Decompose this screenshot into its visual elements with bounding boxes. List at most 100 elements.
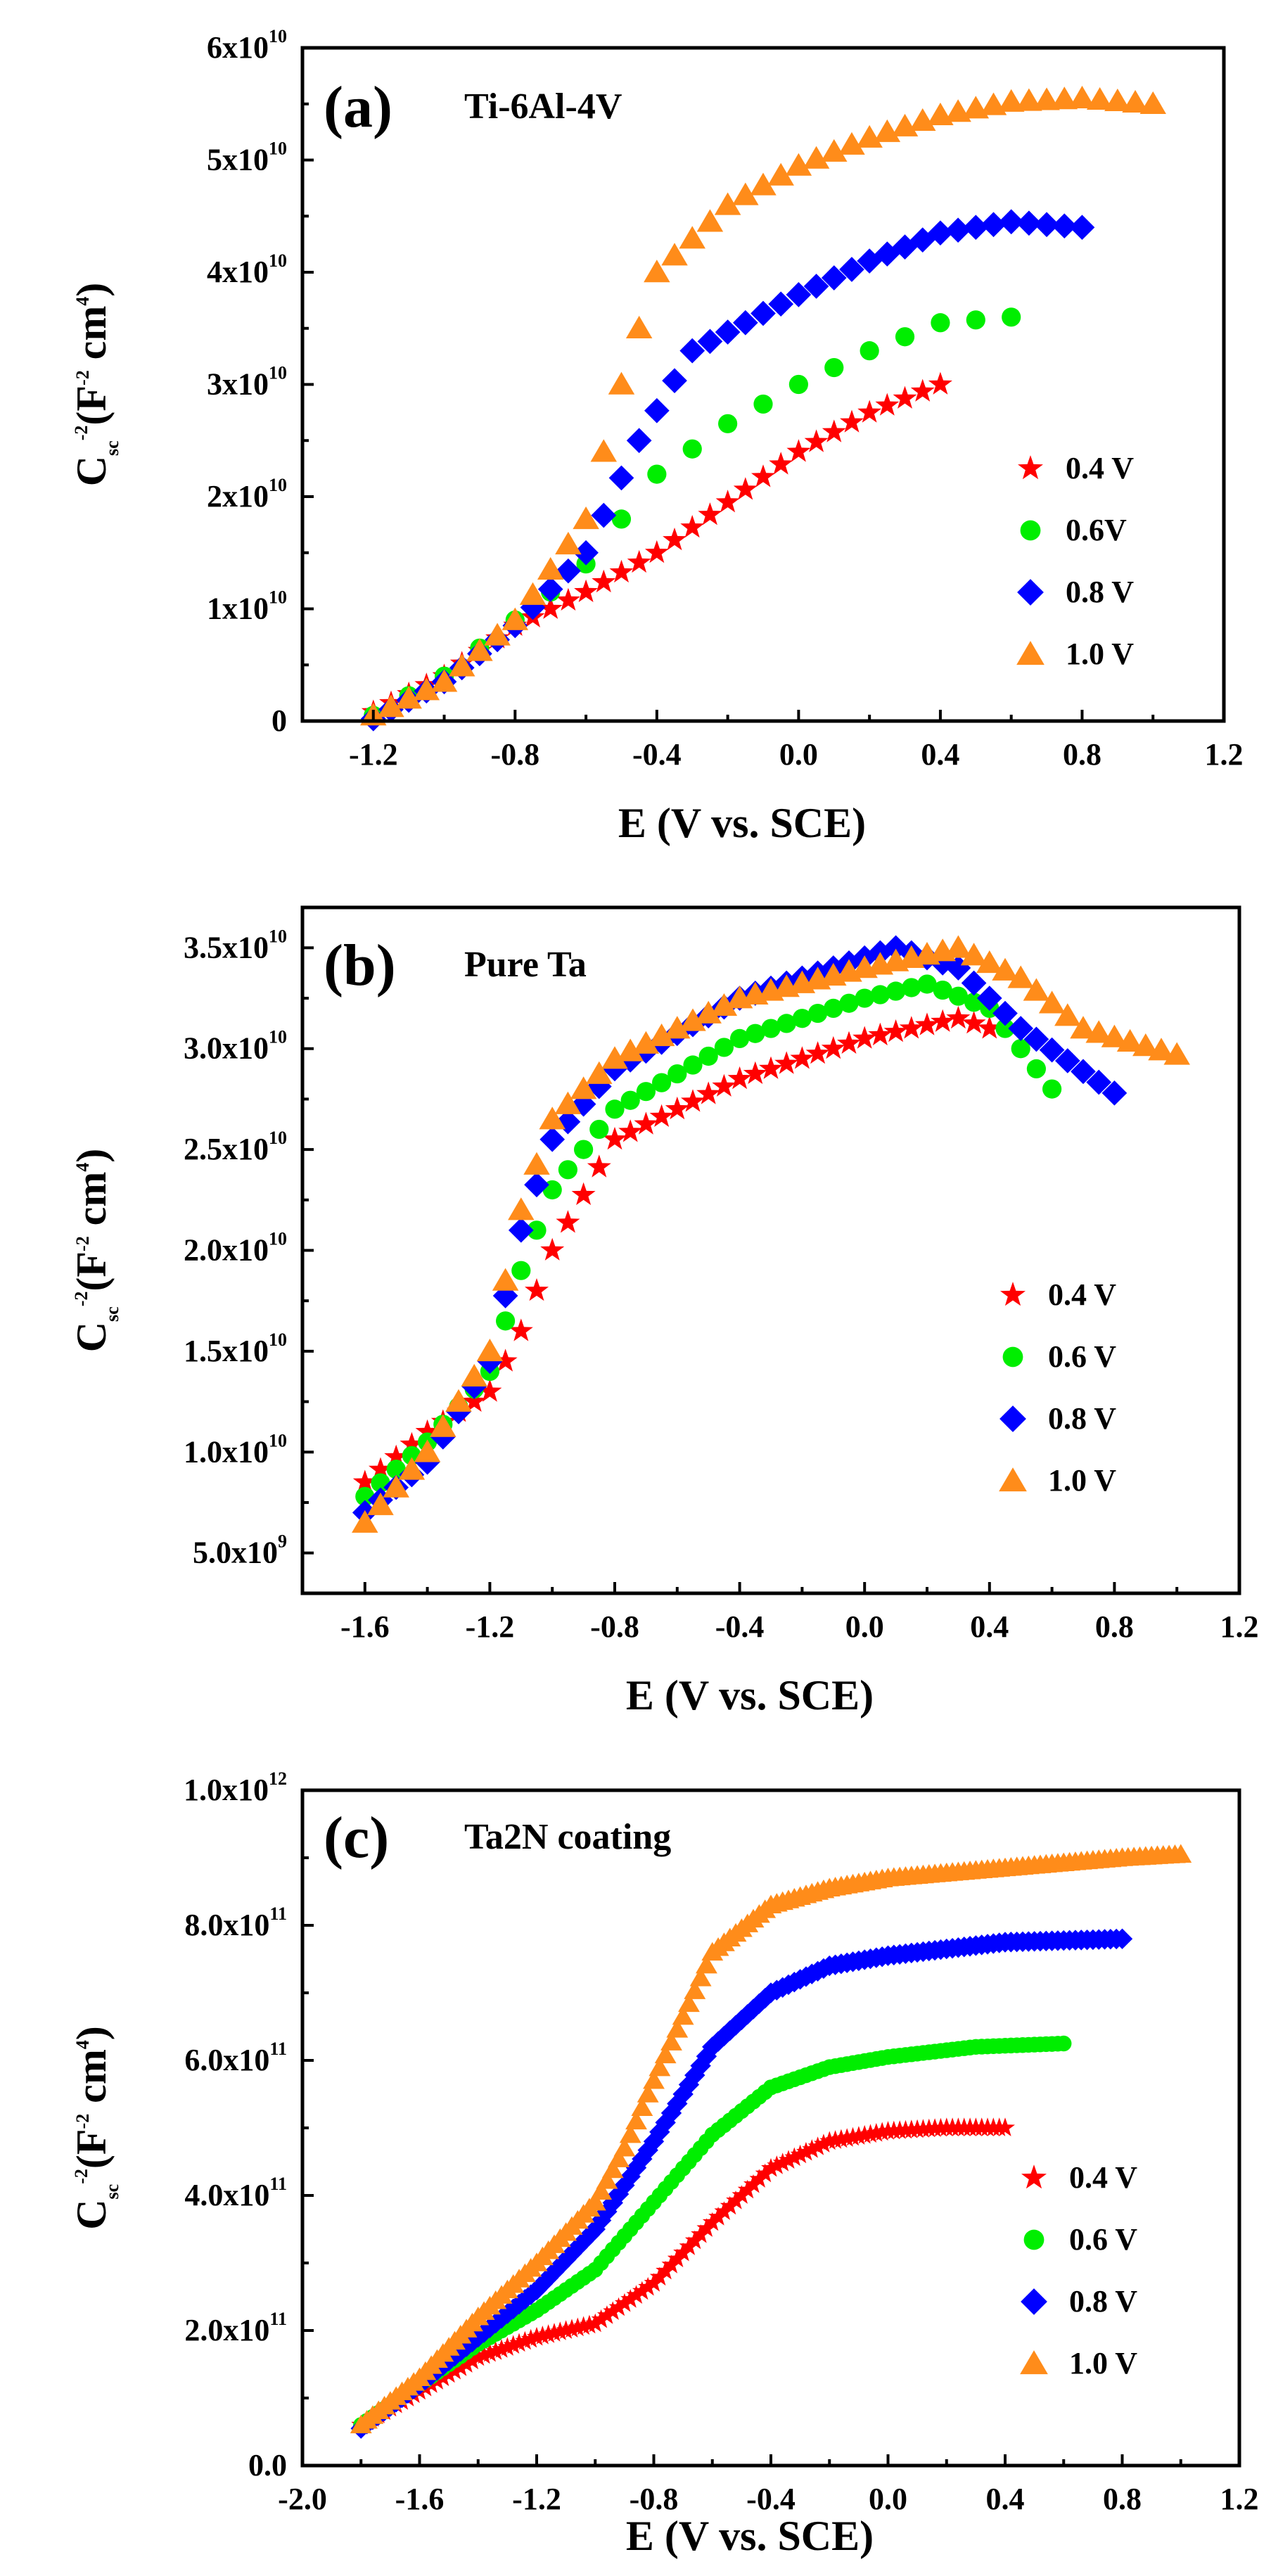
data-point	[1023, 978, 1050, 1001]
data-point	[821, 265, 847, 291]
data-point	[603, 1126, 627, 1150]
data-point	[839, 993, 859, 1013]
data-point	[1008, 1016, 1034, 1041]
data-point	[608, 465, 634, 491]
legend-label: 0.4 V	[1069, 2160, 1137, 2195]
series-c-0	[351, 2117, 1015, 2434]
data-point	[626, 428, 652, 454]
data-point	[855, 988, 874, 1008]
legend-marker	[1016, 641, 1045, 665]
data-point	[860, 341, 879, 361]
data-point	[654, 2044, 677, 2064]
data-point	[893, 385, 917, 409]
y-tick-label: 0	[272, 703, 287, 738]
data-point	[868, 1022, 893, 1046]
x-axis-title: E (V vs. SCE)	[626, 2513, 874, 2559]
data-point	[620, 1090, 640, 1110]
data-point	[883, 1019, 908, 1042]
data-point	[415, 1419, 440, 1442]
y-tick-label: 8.0x1011	[184, 1904, 287, 1942]
data-point	[520, 2328, 541, 2348]
data-point	[527, 2326, 547, 2346]
data-point	[698, 1046, 718, 1066]
x-tick-label: 0.4	[921, 737, 959, 772]
x-tick-label: -1.2	[512, 2482, 561, 2516]
panel-title: Ta2N coating	[464, 1817, 671, 1857]
data-point	[753, 394, 773, 414]
series-b-3	[352, 935, 1190, 1533]
data-point	[802, 2139, 822, 2158]
legend: 0.4 V 0.6 V 0.8 V 1.0 V	[999, 1277, 1116, 1498]
x-tick-label: 0.8	[1095, 1609, 1134, 1644]
data-point	[620, 2166, 641, 2187]
data-point	[714, 1038, 734, 1057]
y-tick-label: 4x1010	[207, 250, 287, 289]
x-tick-label: -1.2	[466, 1609, 515, 1644]
data-point	[714, 192, 741, 215]
x-tick-label: -0.8	[630, 2482, 679, 2516]
legend-marker	[999, 1467, 1027, 1492]
data-point	[587, 1154, 611, 1178]
data-point	[466, 638, 493, 661]
data-point	[511, 1261, 531, 1280]
data-point	[668, 1064, 687, 1084]
data-point	[445, 1389, 472, 1412]
data-point	[643, 2070, 665, 2089]
y-tick-label: 2.5x1010	[184, 1128, 287, 1166]
data-point	[966, 310, 985, 330]
y-tick-label: 3.0x1010	[184, 1027, 287, 1066]
data-point	[998, 209, 1024, 235]
data-point	[478, 1379, 502, 1402]
data-point	[786, 439, 811, 462]
y-tick-label: 5.0x109	[193, 1531, 287, 1570]
legend: 0.4 V 0.6V 0.8 V 1.0 V	[1016, 451, 1134, 671]
data-point	[710, 993, 738, 1016]
data-point	[807, 2136, 828, 2155]
data-point	[661, 243, 688, 266]
data-point	[555, 1109, 581, 1135]
data-point	[550, 2321, 570, 2340]
data-point	[1132, 1033, 1159, 1057]
x-tick-label: -0.8	[490, 737, 539, 772]
y-tick-label: 2x1010	[207, 475, 287, 514]
data-point	[556, 2320, 576, 2339]
data-point	[579, 2314, 599, 2334]
data-point	[803, 146, 830, 169]
data-point	[586, 1061, 613, 1084]
data-point	[573, 2316, 594, 2335]
data-point	[519, 582, 547, 605]
data-point	[840, 409, 864, 433]
y-tick-label: 4.0x1011	[184, 2174, 287, 2212]
data-point	[785, 153, 812, 176]
data-point	[788, 374, 808, 395]
data-point	[574, 1140, 594, 1159]
data-point	[1007, 965, 1034, 988]
data-point	[1104, 88, 1131, 112]
data-point	[596, 2170, 618, 2189]
plot-area	[352, 935, 1190, 1533]
y-tick-label: 3.5x1010	[184, 926, 287, 964]
data-point	[749, 2169, 769, 2188]
data-point	[665, 1096, 689, 1120]
y-tick-label: 6x1010	[207, 26, 287, 65]
data-point	[855, 2124, 875, 2144]
series-a-2	[360, 209, 1095, 732]
data-point	[644, 260, 670, 283]
data-point	[1139, 91, 1166, 115]
data-point	[819, 2131, 840, 2150]
legend-marker	[1000, 1282, 1026, 1306]
data-point	[574, 579, 599, 602]
data-point	[678, 2074, 700, 2096]
data-point	[662, 368, 687, 394]
legend-label: 0.6V	[1066, 513, 1127, 547]
chart-panel-b: -1.6 -1.2 -0.8 -0.4 0.0 0.4 0.8 1.2 5.0x109 1.0x1…	[68, 905, 1259, 1719]
data-point	[875, 393, 900, 416]
data-point	[790, 1046, 815, 1069]
data-point	[527, 1220, 547, 1240]
data-point	[714, 2201, 734, 2220]
data-point	[696, 2218, 717, 2237]
data-point	[539, 1126, 566, 1152]
x-tick-label: -0.4	[715, 1609, 765, 1644]
data-point	[509, 2293, 530, 2315]
data-point	[733, 477, 758, 500]
